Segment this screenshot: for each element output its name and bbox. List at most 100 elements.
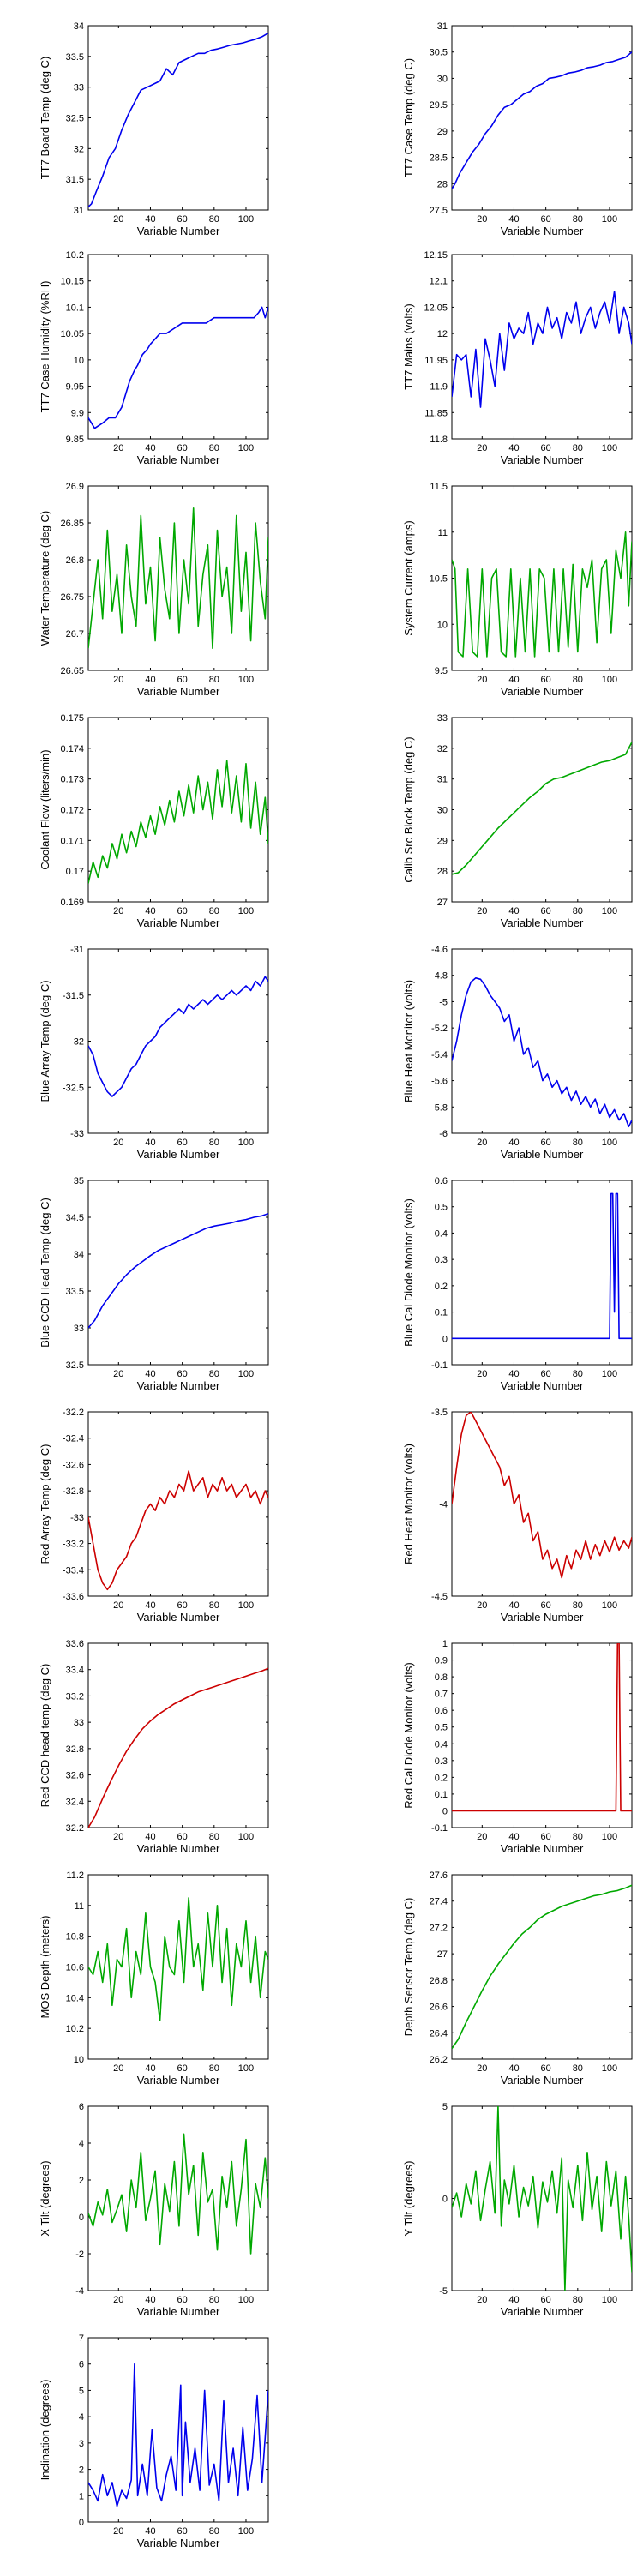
x-tick-label: 80 [573, 443, 583, 453]
x-tick-label: 20 [113, 1138, 123, 1148]
y-tick-label: 33 [74, 1324, 84, 1334]
series-line-1 [88, 1897, 268, 2021]
y-tick-label: 10.1 [66, 303, 84, 313]
y-tick-label: -4.8 [431, 971, 448, 982]
x-tick-label: 100 [602, 2295, 617, 2305]
x-tick-label: 20 [477, 1832, 487, 1842]
x-tick-label: 20 [477, 1369, 487, 1379]
x-tick-label: 80 [209, 675, 219, 685]
y-tick-label: 2 [79, 2465, 84, 2476]
y-tick-label: 10.8 [66, 1932, 84, 1943]
y-tick-label: 9.95 [66, 382, 84, 393]
y-tick-label: 33 [74, 83, 84, 93]
x-tick-label: 40 [145, 443, 155, 453]
x-tick-label: 20 [477, 906, 487, 916]
y-tick-label: 29.5 [430, 100, 448, 111]
y-axis-label: System Current (amps) [402, 520, 415, 635]
y-tick-label: 0.2 [435, 1773, 448, 1783]
y-tick-label: 31 [437, 775, 448, 785]
x-axis-label: Variable Number [501, 1842, 584, 1855]
series-line-1 [452, 291, 632, 408]
y-tick-label: 10.2 [66, 2024, 84, 2034]
subplot-2: 20 40 60 80 100 27.5 28 28.5 29 29.5 30 30.5 31 Varia… [402, 21, 633, 237]
x-tick-label: 80 [209, 1600, 219, 1611]
y-tick-label: 11.9 [430, 382, 448, 393]
y-tick-label: 33.5 [66, 52, 84, 63]
series-line-1 [88, 1667, 268, 1828]
series-line-1 [88, 1470, 268, 1591]
y-tick-label: 28.5 [430, 153, 448, 164]
y-tick-label: -32.6 [63, 1460, 84, 1470]
subplot-5: 20 40 60 80 100 26.65 26.7 26.75 26.8 26.85 26.9 Va… [39, 482, 269, 698]
subplot-16: 20 40 60 80 100 -0.1 0 0.1 0.2 0.3 0.4 0.5 0.6 0.7 0.8… [402, 1639, 633, 1855]
y-tick-label: -32.5 [63, 1083, 84, 1093]
series-line-1 [88, 2133, 268, 2255]
x-tick-label: 60 [177, 2063, 188, 2074]
y-axis-label: Red Cal Diode Monitor (volts) [402, 1662, 415, 1809]
series-line-1 [452, 977, 632, 1128]
x-tick-label: 60 [177, 2295, 188, 2305]
x-tick-label: 20 [113, 2295, 123, 2305]
x-axis-label: Variable Number [501, 2305, 584, 2318]
x-tick-label: 80 [573, 1832, 583, 1842]
y-tick-label: -5.6 [431, 1077, 448, 1087]
x-axis-label: Variable Number [501, 2074, 584, 2087]
x-tick-label: 80 [209, 1369, 219, 1379]
x-tick-label: 40 [508, 1138, 519, 1148]
x-tick-label: 60 [177, 906, 188, 916]
y-tick-label: 4 [79, 2139, 84, 2149]
subplot-20: 20 40 60 80 100 -5 0 5 Variable Number Y Tilt (de… [402, 2102, 633, 2318]
y-tick-label: 34 [74, 1250, 84, 1260]
series-line-1 [452, 531, 632, 658]
x-tick-label: 20 [113, 1369, 123, 1379]
x-tick-label: 20 [113, 675, 123, 685]
y-tick-label: 11.95 [424, 356, 448, 366]
x-tick-label: 40 [508, 675, 519, 685]
y-tick-label: -5 [439, 997, 448, 1007]
y-axis-label: Blue CCD Head Temp (deg C) [39, 1198, 51, 1348]
x-tick-label: 80 [209, 443, 219, 453]
y-tick-label: 27 [437, 898, 448, 908]
y-tick-label: 26.4 [430, 2028, 448, 2039]
series-line-1 [452, 1412, 632, 1579]
x-tick-label: 40 [145, 2063, 155, 2074]
axes-frame [87, 1642, 269, 1828]
y-tick-label: 0.1 [435, 1790, 448, 1800]
x-axis-label: Variable Number [137, 453, 220, 466]
subplot-12: 20 40 60 80 100 -0.1 0 0.1 0.2 0.3 0.4 0.5 0.6 Variab… [402, 1176, 633, 1392]
x-tick-label: 20 [113, 2526, 123, 2537]
x-tick-label: 20 [477, 2295, 487, 2305]
x-axis-label: Variable Number [137, 1611, 220, 1624]
y-axis-label: TT7 Board Temp (deg C) [39, 57, 51, 180]
y-tick-label: 26.8 [430, 1976, 448, 1986]
y-tick-label: 32.6 [66, 1771, 84, 1781]
y-axis-label: Inclination (degrees) [39, 2380, 51, 2481]
y-tick-label: 33.4 [66, 1666, 84, 1676]
y-tick-label: 26.8 [66, 555, 84, 566]
x-tick-label: 60 [541, 906, 551, 916]
y-axis-label: X Tilt (degrees) [39, 2160, 51, 2236]
y-tick-label: 29 [437, 836, 448, 846]
subplot-10: 20 40 60 80 100 -6 -5.8 -5.6 -5.4 -5.2 -5 -4.8 -4.6 V… [402, 945, 633, 1161]
x-tick-label: 20 [477, 1600, 487, 1611]
y-tick-label: 26.85 [60, 519, 84, 529]
y-tick-label: 0.4 [435, 1739, 448, 1750]
y-tick-label: 0 [442, 1806, 448, 1816]
y-axis-label: TT7 Case Temp (deg C) [402, 58, 415, 177]
y-tick-label: 10.4 [66, 1993, 84, 2003]
x-tick-label: 20 [113, 1600, 123, 1611]
x-tick-label: 60 [177, 214, 188, 225]
series-line-1 [88, 507, 268, 650]
series-line-1 [88, 760, 268, 884]
subplot-9: 20 40 60 80 100 -33 -32.5 -32 -31.5 -31 Variable N… [39, 945, 269, 1161]
subplot-17: 20 40 60 80 100 10 10.2 10.4 10.6 10.8 11 11.2 Varia… [39, 1870, 269, 2087]
x-tick-label: 20 [477, 1138, 487, 1148]
y-tick-label: 0.171 [60, 836, 84, 846]
y-tick-label: 34.5 [66, 1213, 84, 1223]
y-tick-label: -0.1 [431, 1360, 448, 1371]
y-tick-label: 11.8 [430, 435, 448, 445]
series-line-1 [88, 2363, 268, 2507]
y-tick-label: 0.172 [60, 806, 84, 816]
y-tick-label: -31.5 [63, 991, 84, 1001]
subplot-11: 20 40 60 80 100 32.5 33 33.5 34 34.5 35 Variable Nu… [39, 1176, 269, 1392]
